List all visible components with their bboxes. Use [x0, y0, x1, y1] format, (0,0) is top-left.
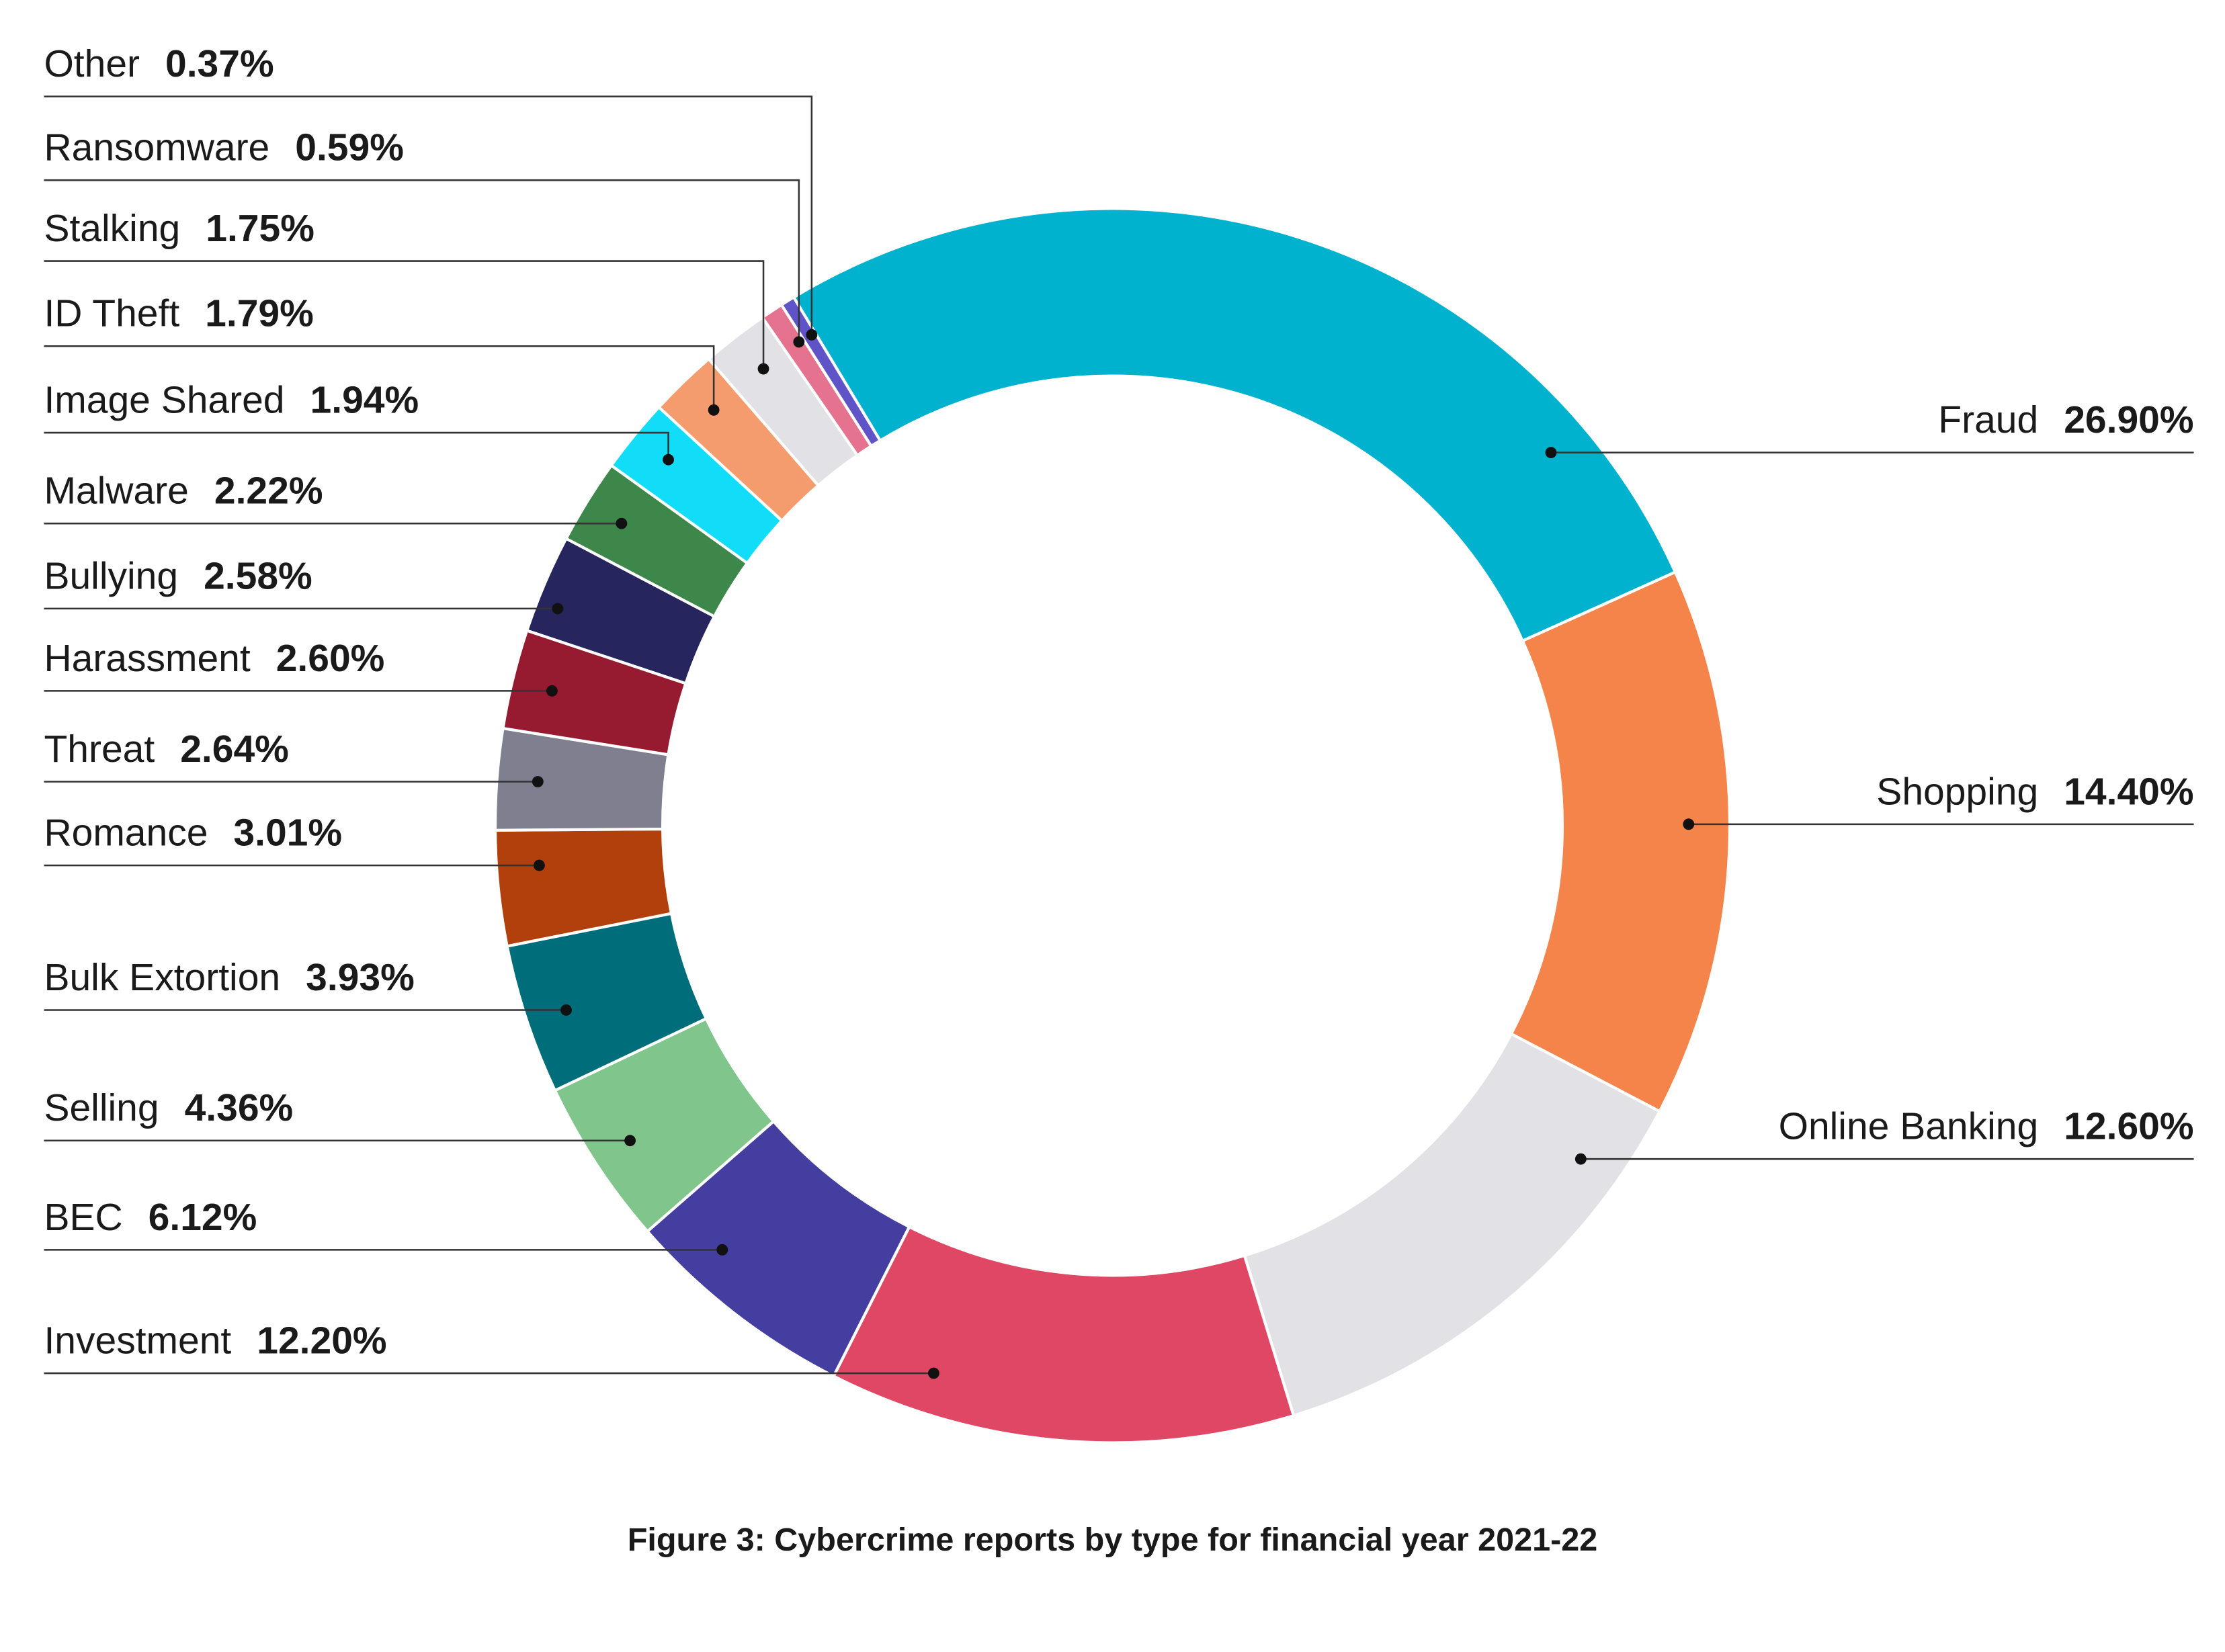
- leader-dot: [793, 336, 805, 348]
- label-name: Online Banking: [1779, 1105, 2039, 1148]
- value-label: 2.60%: [276, 637, 385, 680]
- leader-dot: [624, 1135, 636, 1147]
- leader-dot: [806, 329, 818, 341]
- label-name: Shopping: [1876, 770, 2038, 813]
- leader-line: [44, 179, 800, 342]
- value-label: 14.40%: [2064, 770, 2193, 813]
- value-label: 2.58%: [204, 554, 312, 597]
- label-name: Threat: [44, 728, 155, 771]
- leader-dot: [927, 1367, 939, 1379]
- label-name: Bulk Extortion: [44, 956, 280, 999]
- value-label: 4.36%: [185, 1086, 294, 1129]
- leader-dot: [1575, 1153, 1587, 1165]
- value-label: 0.37%: [165, 42, 274, 85]
- label-name: ID Theft: [44, 292, 179, 335]
- value-label: 3.01%: [233, 812, 342, 855]
- leader-line: [44, 345, 715, 410]
- leader-dot: [716, 1244, 728, 1256]
- value-label: 26.90%: [2064, 398, 2193, 441]
- value-label: 6.12%: [149, 1196, 257, 1239]
- leader-dot: [708, 404, 720, 416]
- label-name: Romance: [44, 812, 208, 855]
- leader-line: [44, 260, 765, 369]
- leader-dot: [560, 1004, 572, 1016]
- leader-dot: [533, 859, 545, 871]
- leader-dot: [616, 517, 628, 529]
- leader-dot: [532, 776, 544, 787]
- leader-dot: [663, 453, 675, 466]
- chart-title: Figure 3: Cybercrime reports by type for…: [628, 1522, 1598, 1558]
- value-label: 3.93%: [306, 956, 415, 999]
- value-label: 2.64%: [180, 728, 289, 771]
- label-name: Fraud: [1938, 398, 2038, 441]
- value-label: 2.22%: [214, 470, 323, 513]
- label-name: Stalking: [44, 207, 180, 250]
- label-name: Harassment: [44, 637, 250, 680]
- slice: [792, 207, 1677, 643]
- leader-line: [44, 95, 813, 335]
- leader-dot: [1545, 447, 1557, 459]
- value-label: 12.20%: [257, 1319, 386, 1362]
- label-name: Selling: [44, 1086, 159, 1129]
- value-label: 0.59%: [295, 126, 404, 169]
- label-name: Ransomware: [44, 126, 269, 169]
- label-name: Image Shared: [44, 378, 284, 421]
- value-label: 1.79%: [205, 292, 314, 335]
- value-label: 12.60%: [2064, 1105, 2193, 1148]
- leader-dot: [546, 685, 558, 697]
- label-name: Bullying: [44, 554, 178, 597]
- slice: [1243, 1032, 1662, 1418]
- leader-line: [44, 431, 669, 460]
- leader-dot: [757, 363, 769, 375]
- label-name: BEC: [44, 1196, 122, 1239]
- label-name: Other: [44, 42, 140, 85]
- slice: [1509, 570, 1732, 1114]
- value-label: 1.94%: [310, 378, 419, 421]
- label-name: Investment: [44, 1319, 231, 1362]
- leader-dot: [552, 603, 564, 615]
- slice: [831, 1225, 1296, 1444]
- leader-dot: [1683, 818, 1695, 830]
- label-name: Malware: [44, 470, 188, 513]
- value-label: 1.75%: [206, 207, 314, 250]
